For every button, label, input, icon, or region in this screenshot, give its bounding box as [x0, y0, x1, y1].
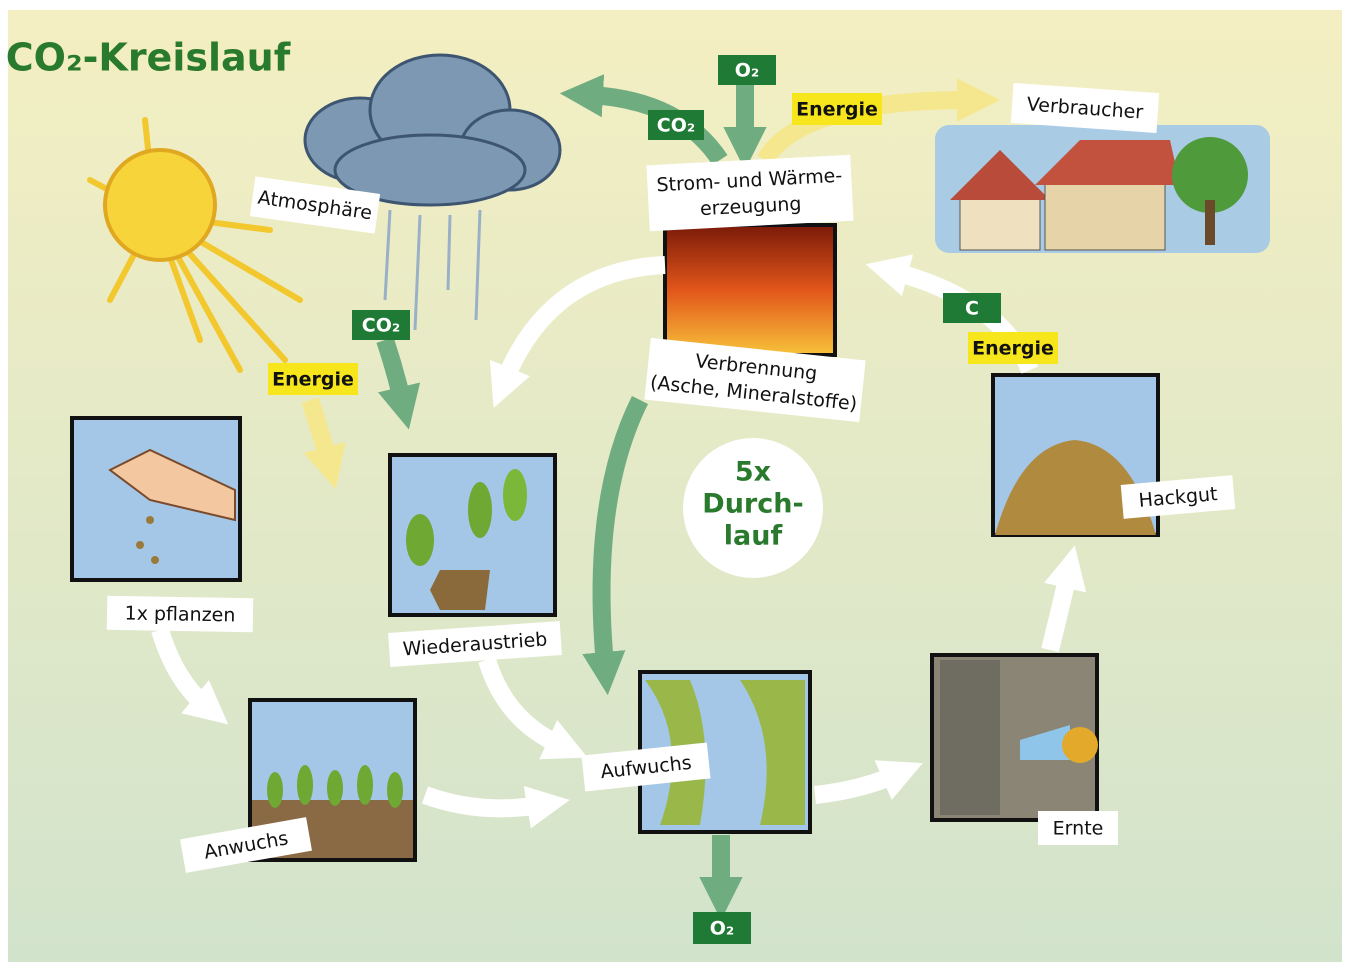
harvest-image	[932, 655, 1098, 820]
tag-text: CO₂	[362, 315, 400, 337]
tag-text: Energie	[972, 338, 1054, 360]
diagram: CO₂-Kreislauf	[0, 0, 1347, 962]
tag: CO₂	[352, 310, 410, 340]
tag: O₂	[693, 912, 751, 944]
badge-text: lauf	[724, 521, 783, 552]
badge-text: Durch-	[702, 489, 803, 520]
tag-text: Energie	[796, 99, 878, 121]
tag-text: O₂	[710, 918, 734, 940]
tag-text: CO₂	[657, 115, 695, 137]
tag-text: O₂	[735, 60, 759, 82]
badge-text: 5x	[735, 457, 771, 488]
tag-text: Energie	[272, 369, 354, 391]
node-label: 1x pflanzen	[107, 596, 254, 633]
node-label: Ernte	[1038, 811, 1118, 845]
tag: O₂	[718, 55, 776, 85]
node-label: Strom- und Wärme-erzeugung	[646, 155, 853, 232]
tag: C	[943, 293, 1001, 323]
houses-image	[935, 125, 1270, 253]
tag-text: C	[965, 298, 979, 320]
label-text: 1x pflanzen	[124, 603, 235, 627]
tag: Energie	[792, 93, 882, 125]
tag: Energie	[968, 332, 1058, 364]
sowing-image	[72, 418, 240, 580]
tag: Energie	[268, 363, 358, 395]
title: CO₂-Kreislauf	[6, 36, 291, 80]
tag: CO₂	[648, 110, 704, 140]
sprout-image	[390, 455, 555, 615]
fire-image	[665, 225, 835, 355]
label-text: Ernte	[1053, 818, 1104, 840]
